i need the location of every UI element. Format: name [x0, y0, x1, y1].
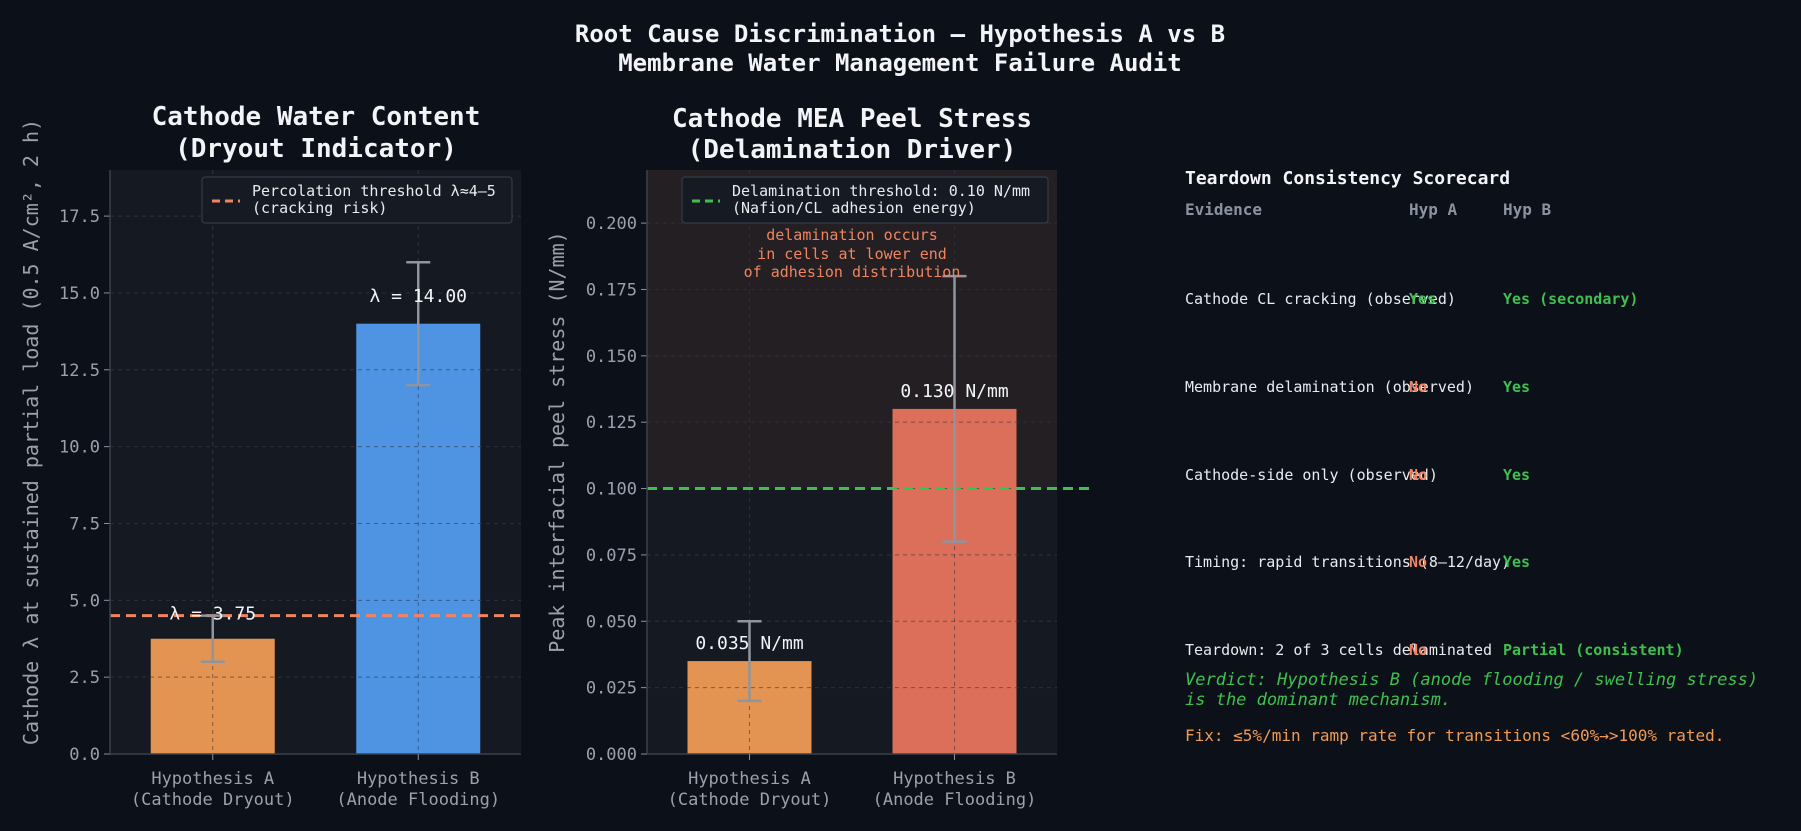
scorecard-row-hyp-b: Yes: [1503, 553, 1531, 571]
y-tick-label: 5.0: [69, 591, 100, 611]
x-tick-label: Hypothesis B: [893, 769, 1016, 789]
chart-peel-stress: 0.000 0.025 0.050 0.075 0.100 0.125 0.150 0.175…: [545, 104, 1090, 810]
x-tick-label: Hypothesis A: [688, 769, 811, 789]
scorecard-row-evidence: Membrane delamination (observed): [1185, 378, 1474, 396]
scorecard-row-hyp-b: Yes: [1503, 378, 1531, 396]
chart-title: Cathode Water Content: [152, 102, 481, 132]
y-tick-label: 0.0: [69, 745, 100, 765]
y-tick-label: 0.200: [586, 214, 637, 234]
data-label: λ = 14.00: [369, 286, 467, 307]
chart-title: (Dryout Indicator): [175, 134, 457, 164]
data-label: λ = 3.75: [169, 604, 256, 625]
scorecard-row-hyp-a: No: [1409, 378, 1428, 396]
scorecard-row-hyp-b: Partial (consistent): [1503, 641, 1684, 659]
figure-title-line-1: Root Cause Discrimination — Hypothesis A…: [575, 20, 1225, 48]
y-tick-label: 7.5: [69, 514, 100, 534]
y-tick-label: 0.075: [586, 546, 637, 566]
y-tick-label: 0.175: [586, 280, 637, 300]
scorecard-row-evidence: Cathode-side only (observed): [1185, 466, 1438, 484]
annotation-text: of adhesion distribution: [744, 263, 961, 281]
legend-label: (Nafion/CL adhesion energy): [732, 199, 976, 217]
data-label: 0.035 N/mm: [695, 633, 803, 654]
y-tick-label: 10.0: [59, 438, 100, 458]
y-tick-label: 12.5: [59, 361, 100, 381]
y-tick-label: 17.5: [59, 207, 100, 227]
chart-water-content: 0.0 2.5 5.0 7.5 10.0 12.5 15.0 17.5 λ = 3.75 λ = …: [19, 102, 521, 810]
y-tick-label: 0.050: [586, 612, 637, 632]
legend-box: [681, 176, 1049, 224]
scorecard-row-hyp-a: No: [1409, 641, 1428, 659]
chart-title: (Delamination Driver): [688, 135, 1017, 165]
annotation-text: delamination occurs: [766, 226, 938, 244]
y-tick-label: 0.000: [586, 745, 637, 765]
scorecard-row-evidence: Teardown: 2 of 3 cells delaminated: [1185, 641, 1493, 659]
x-tick-label: (Anode Flooding): [336, 790, 500, 810]
scorecard-header-hyp-a: Hyp A: [1409, 200, 1458, 219]
scorecard-header-evidence: Evidence: [1185, 200, 1263, 219]
scorecard-row-hyp-b: Yes: [1503, 466, 1531, 484]
fix-text: Fix: ≤5%/min ramp rate for transitions <…: [1185, 726, 1725, 745]
chart-title: Cathode MEA Peel Stress: [672, 104, 1032, 134]
scorecard-header-hyp-b: Hyp B: [1503, 200, 1552, 219]
verdict-line-1: Verdict: Hypothesis B (anode flooding / …: [1185, 670, 1759, 690]
x-tick-label: (Cathode Dryout): [131, 790, 295, 810]
legend-label: Percolation threshold λ≈4–5: [252, 182, 496, 200]
x-tick-label: Hypothesis A: [151, 769, 274, 789]
x-tick-label: Hypothesis B: [357, 769, 480, 789]
scorecard-row-hyp-a: No: [1409, 466, 1428, 484]
scorecard-row-hyp-a: Yes: [1409, 290, 1437, 308]
y-tick-label: 0.150: [586, 347, 637, 367]
scorecard-row-hyp-b: Yes (secondary): [1503, 290, 1639, 308]
y-tick-label: 2.5: [69, 668, 100, 688]
verdict-line-2: is the dominant mechanism.: [1185, 690, 1452, 710]
y-tick-label: 0.125: [586, 413, 637, 433]
y-tick-label: 15.0: [59, 284, 100, 304]
data-label: 0.130 N/mm: [900, 381, 1008, 402]
y-tick-label: 0.025: [586, 679, 637, 699]
verdict-text: Verdict: Hypothesis B (anode flooding / …: [1185, 670, 1758, 710]
figure-title-line-2: Membrane Water Management Failure Audit: [618, 49, 1182, 77]
legend-label: Delamination threshold: 0.10 N/mm: [732, 182, 1030, 200]
y-tick-label: 0.100: [586, 480, 637, 500]
x-tick-label: (Anode Flooding): [873, 790, 1037, 810]
legend-box: [201, 176, 513, 224]
scorecard-row-hyp-a: No: [1409, 553, 1428, 571]
x-tick-label: (Cathode Dryout): [668, 790, 832, 810]
scorecard-row-evidence: Cathode CL cracking (observed): [1185, 290, 1456, 308]
scorecard-row-evidence: Timing: rapid transitions (8–12/day): [1185, 553, 1511, 571]
legend-label: (cracking risk): [252, 199, 387, 217]
y-axis-label: Cathode λ at sustained partial load (0.5…: [19, 119, 43, 745]
annotation-text: in cells at lower end: [757, 245, 947, 263]
y-axis-label: Peak interfacial peel stress (N/mm): [545, 231, 569, 652]
scorecard-title: Teardown Consistency Scorecard: [1185, 168, 1511, 189]
